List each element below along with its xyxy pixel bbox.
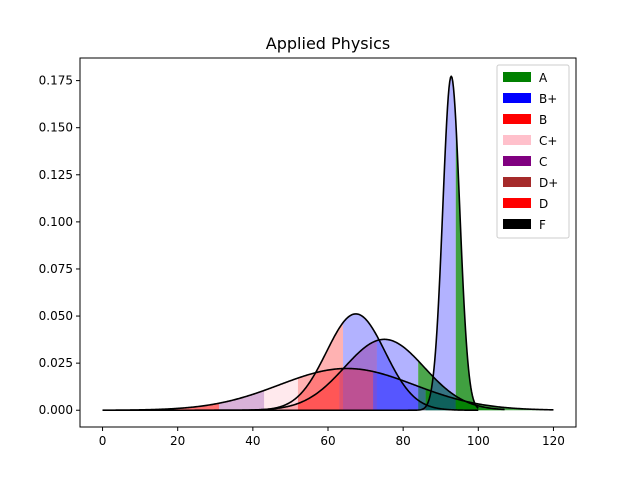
grade-band-2-3 (297, 368, 340, 411)
legend-swatch (503, 198, 531, 208)
legend-box (496, 64, 570, 239)
legend-label: D+ (539, 176, 558, 190)
grade-band-2-4 (339, 368, 374, 411)
x-tick-label: 0 (99, 434, 107, 448)
y-tick-label: 0.075 (39, 262, 73, 276)
grade-band-1-0 (102, 372, 340, 411)
y-tick-label: 0.175 (39, 74, 73, 88)
chart-title: Applied Physics (266, 34, 390, 53)
distribution-curves (102, 75, 554, 412)
legend-label: B+ (539, 92, 557, 106)
grade-band-0-2 (297, 322, 344, 411)
legend-swatch (503, 219, 531, 229)
legend-swatch (503, 156, 531, 166)
grade-band-0-1 (271, 396, 298, 411)
grade-band-2-0 (102, 403, 220, 411)
x-tick-label: 20 (170, 434, 185, 448)
grade-band-0-3 (343, 313, 479, 411)
legend-label: A (539, 71, 548, 85)
legend-label: B (539, 113, 547, 127)
y-tick-label: 0.000 (39, 403, 73, 417)
grade-band-2-1 (219, 390, 265, 411)
x-tick-label: 80 (396, 434, 411, 448)
legend-swatch (503, 135, 531, 145)
legend-swatch (503, 114, 531, 124)
x-tick-label: 100 (467, 434, 490, 448)
legend-label: F (539, 218, 546, 232)
legend: A B+ B C+ C D+ DF (496, 64, 570, 239)
legend-swatch (503, 72, 531, 82)
distribution-curve-2 (102, 367, 554, 411)
y-tick-label: 0.100 (39, 215, 73, 229)
legend-label: D (539, 197, 548, 211)
legend-swatch (503, 93, 531, 103)
x-tick-label: 40 (245, 434, 260, 448)
x-tick-label: 120 (542, 434, 565, 448)
distribution-curve-3 (102, 75, 479, 412)
y-tick-label: 0.025 (39, 356, 73, 370)
legend-label: C (539, 155, 547, 169)
grade-band-3-1 (425, 76, 456, 411)
grade-band-2-5 (373, 371, 426, 411)
y-axis: 0.000 0.025 0.050 0.075 0.100 0.125 0.150 0.175 (39, 74, 80, 417)
x-tick-label: 60 (320, 434, 335, 448)
y-tick-label: 0.150 (39, 121, 73, 135)
grade-band-1-1 (339, 340, 377, 411)
grade-band-3-2 (455, 120, 479, 411)
legend-swatch (503, 177, 531, 187)
x-axis: 0 20 40 60 80 100 120 (99, 427, 565, 448)
legend-label: C+ (539, 134, 557, 148)
y-tick-label: 0.125 (39, 168, 73, 182)
grade-bands (102, 76, 554, 411)
y-tick-label: 0.050 (39, 309, 73, 323)
